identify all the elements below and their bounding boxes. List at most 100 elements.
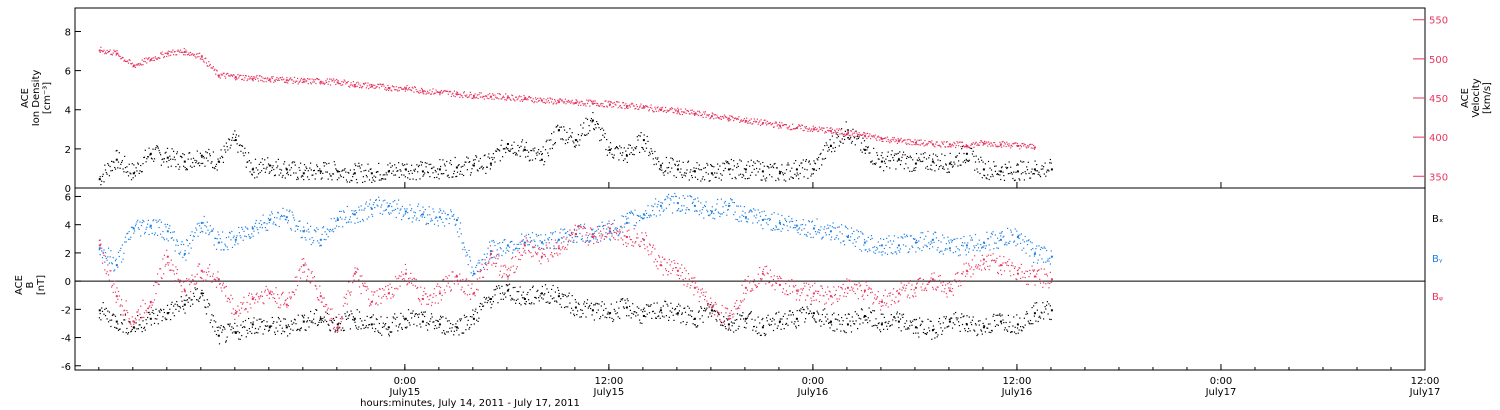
density-sample <box>922 153 924 155</box>
density-sample <box>170 158 172 160</box>
bx-sample <box>892 319 894 321</box>
by-sample <box>762 228 764 230</box>
density-sample <box>141 171 143 173</box>
density-sample <box>937 159 939 161</box>
bx-sample <box>730 321 732 323</box>
by-sample <box>547 239 550 241</box>
velocity-sample <box>876 139 878 141</box>
density-sample <box>218 161 221 163</box>
velocity-sample <box>1023 145 1025 147</box>
density-point <box>115 158 118 161</box>
bx-sample <box>559 303 561 305</box>
velocity-sample <box>763 119 765 121</box>
by-sample <box>618 234 620 236</box>
density-sample <box>821 164 823 166</box>
by-sample <box>460 233 462 235</box>
velocity-sample <box>439 94 441 96</box>
by-sample <box>416 217 418 219</box>
velocity-sample <box>750 118 752 120</box>
bx-sample <box>872 310 874 312</box>
bx-sample <box>609 316 611 319</box>
bx-sample <box>1047 313 1049 315</box>
velocity-sample <box>707 114 709 116</box>
density-sample <box>717 168 719 170</box>
velocity-sample <box>474 93 476 95</box>
density-sample <box>653 163 655 166</box>
density-sample <box>680 168 682 170</box>
by-sample <box>365 201 367 203</box>
density-sample <box>615 147 617 149</box>
velocity-sample <box>537 97 539 99</box>
bx-sample <box>960 317 962 319</box>
velocity-sample <box>541 99 543 101</box>
density-sample <box>1044 162 1046 164</box>
velocity-sample <box>181 51 183 53</box>
velocity-sample <box>102 51 104 53</box>
bx-sample <box>792 314 794 316</box>
density-sample <box>618 159 620 161</box>
bx-sample <box>934 337 936 339</box>
velocity-point <box>285 79 288 82</box>
density-sample <box>622 152 624 154</box>
bx-sample <box>471 316 473 318</box>
density-point <box>591 119 594 122</box>
density-sample <box>925 158 928 160</box>
density-sample <box>715 176 717 178</box>
density-sample <box>1017 164 1019 166</box>
by-sample <box>366 218 368 220</box>
density-sample <box>656 158 658 160</box>
density-sample <box>620 147 622 149</box>
bx-sample <box>1045 308 1047 310</box>
bx-sample <box>787 324 789 326</box>
by-sample <box>710 212 713 214</box>
density-sample <box>147 156 149 158</box>
bx-sample <box>282 330 284 332</box>
velocity-sample <box>815 129 817 131</box>
by-sample <box>831 226 833 228</box>
bx-sample <box>411 317 413 319</box>
bx-sample <box>291 323 293 325</box>
bx-sample <box>869 320 871 322</box>
by-sample <box>450 209 452 211</box>
bx-sample <box>831 314 833 316</box>
bx-sample <box>636 306 638 308</box>
density-sample <box>925 167 927 169</box>
velocity-sample <box>126 61 128 63</box>
by-sample <box>710 210 712 212</box>
density-sample <box>192 157 195 159</box>
density-sample <box>608 146 610 148</box>
bx-sample <box>198 300 200 303</box>
velocity-sample <box>378 87 380 89</box>
density-sample <box>555 126 557 128</box>
bx-sample <box>426 322 428 324</box>
density-sample <box>1021 161 1023 163</box>
velocity-sample <box>358 83 360 85</box>
bx-sample <box>805 312 807 314</box>
by-sample <box>288 210 290 213</box>
velocity-sample <box>155 57 157 59</box>
velocity-sample <box>354 86 356 88</box>
bx-sample <box>937 334 939 336</box>
density-sample <box>866 149 868 151</box>
density-point <box>982 168 985 171</box>
bx-sample <box>1024 324 1026 326</box>
velocity-sample <box>541 99 543 101</box>
by-sample <box>738 220 740 223</box>
bx-point <box>472 317 475 320</box>
by-sample <box>202 231 204 233</box>
by-sample <box>512 249 514 251</box>
by-sample <box>707 211 709 213</box>
velocity-sample <box>402 88 404 90</box>
bx-sample <box>343 329 345 331</box>
velocity-sample <box>454 96 456 98</box>
by-sample <box>373 202 375 204</box>
density-sample <box>801 167 804 169</box>
velocity-sample <box>430 93 433 95</box>
velocity-sample <box>401 88 403 90</box>
velocity-sample <box>727 120 729 122</box>
bx-sample <box>283 318 285 320</box>
velocity-sample <box>450 91 452 93</box>
bx-sample <box>238 338 240 340</box>
by-sample <box>317 228 319 231</box>
velocity-sample <box>390 89 392 91</box>
